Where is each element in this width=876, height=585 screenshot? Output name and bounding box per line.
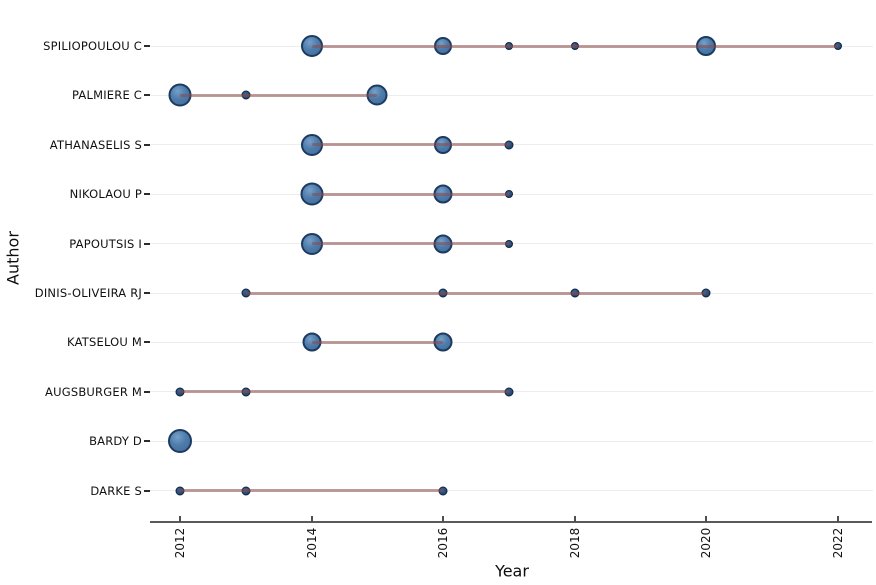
y-axis-tick [144, 45, 150, 47]
author-label: DINIS-OLIVEIRA RJ [34, 286, 142, 300]
x-axis-line [150, 521, 872, 523]
publication-bubble-large [168, 429, 192, 454]
row-gridline [150, 490, 873, 492]
x-axis-tick [179, 516, 181, 522]
y-axis-tick [144, 390, 150, 393]
author-label: PALMIERE C [72, 88, 142, 103]
author-label: KATSELOU M [67, 335, 142, 350]
row-gridline [150, 341, 873, 343]
connector-line [180, 390, 509, 394]
x-axis-tick [705, 516, 708, 522]
x-axis-tick [573, 516, 576, 522]
author-label: AUGSBURGER M [45, 384, 142, 399]
connector-line [311, 44, 838, 48]
row-gridline [150, 94, 873, 96]
x-tick-label: 2020 [699, 527, 714, 559]
y-axis-tick [144, 341, 150, 344]
connector-line [311, 143, 509, 147]
x-tick-label: 2022 [831, 527, 845, 559]
y-axis-tick [144, 193, 150, 196]
row-gridline [150, 440, 873, 442]
connector-line [245, 291, 707, 295]
author-label: ATHANASELIS S [49, 137, 142, 152]
x-axis-tick [442, 516, 445, 522]
y-axis-tick [144, 94, 150, 97]
x-axis-title: Year [495, 561, 529, 581]
x-tick-label: 2016 [436, 527, 451, 559]
connector-line [311, 340, 444, 344]
author-label: BARDY D [89, 434, 142, 449]
author-label: PAPOUTSIS I [69, 236, 142, 251]
x-axis-tick [310, 516, 313, 522]
y-axis-tick [144, 242, 150, 245]
connector-line [311, 192, 509, 196]
y-axis-tick [144, 143, 150, 146]
y-axis-tick [144, 292, 150, 294]
author-label: NIKOLAOU P [69, 187, 142, 202]
connector-line [311, 242, 509, 246]
connector-line [180, 489, 444, 493]
author-label: DARKE S [90, 483, 142, 498]
y-axis-tick [144, 489, 150, 492]
x-tick-label: 2012 [173, 527, 187, 559]
x-axis-tick [837, 516, 839, 522]
author-label: SPILIOPOULOU C [43, 39, 142, 53]
x-tick-label: 2014 [304, 527, 319, 559]
y-axis-tick [144, 440, 150, 443]
x-tick-label: 2018 [567, 527, 582, 559]
connector-line [180, 93, 378, 97]
